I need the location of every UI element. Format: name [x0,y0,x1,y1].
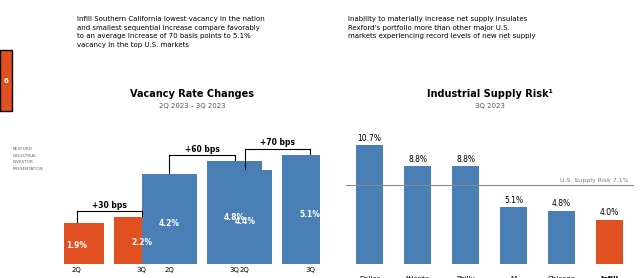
Text: 4.8%: 4.8% [552,200,571,208]
Text: Inability to materially increase net supply insulates
Rexford’s portfolio more t: Inability to materially increase net sup… [348,16,536,39]
Bar [217,170,272,264]
Text: 2Q: 2Q [164,267,174,273]
Text: 4.8%: 4.8% [224,213,245,222]
Bar [142,174,197,264]
Bar [207,161,262,264]
Text: NJ: NJ [510,276,517,278]
Bar [49,223,104,264]
Text: Industrial Supply Risk¹: Industrial Supply Risk¹ [427,89,552,99]
Text: 3Q: 3Q [230,267,239,273]
Text: Infill
SoCal: Infill SoCal [598,276,621,278]
Text: 5.1%: 5.1% [504,196,523,205]
Bar [356,145,383,264]
Bar [282,155,337,264]
Text: 3Q: 3Q [305,267,315,273]
Text: +60 bps: +60 bps [184,145,220,154]
Text: Infill Southern California lowest vacancy in the nation
and smallest sequential : Infill Southern California lowest vacanc… [77,16,264,48]
Text: +70 bps: +70 bps [260,138,295,147]
Text: 1.9%: 1.9% [66,241,87,250]
Text: 2.2%: 2.2% [131,238,152,247]
Text: 3Q: 3Q [137,267,147,273]
Bar [404,166,431,264]
Text: Atlanta: Atlanta [405,276,430,278]
Text: Dallas: Dallas [359,276,380,278]
Text: 6: 6 [3,78,8,84]
Text: 5.1%: 5.1% [300,210,321,219]
Text: 8.8%: 8.8% [456,155,475,164]
Text: U.S. Supply Risk 7.1%: U.S. Supply Risk 7.1% [560,178,629,183]
Text: 2Q 2023 - 3Q 2023: 2Q 2023 - 3Q 2023 [159,103,225,110]
Bar [452,166,479,264]
Text: 4.0%: 4.0% [600,208,620,217]
FancyBboxPatch shape [0,50,12,111]
Text: +30 bps: +30 bps [92,201,127,210]
Text: 4.4%: 4.4% [234,217,255,226]
Text: 3Q 2023: 3Q 2023 [475,103,504,110]
Bar [596,220,623,264]
Text: 10.7%: 10.7% [358,134,381,143]
Text: 2Q: 2Q [72,267,81,273]
Text: Chicago: Chicago [548,276,575,278]
Text: 8.8%: 8.8% [408,155,427,164]
Bar [500,207,527,264]
Bar [548,211,575,264]
Text: 2Q: 2Q [240,267,250,273]
Bar [114,217,170,264]
Text: Philly: Philly [456,276,475,278]
Text: REXFORD
INDUSTRIAL
INVESTOR
PRESENTATION: REXFORD INDUSTRIAL INVESTOR PRESENTATION [13,147,44,170]
Text: 4.2%: 4.2% [159,219,180,228]
Text: Vacancy Rate Changes: Vacancy Rate Changes [130,89,254,99]
